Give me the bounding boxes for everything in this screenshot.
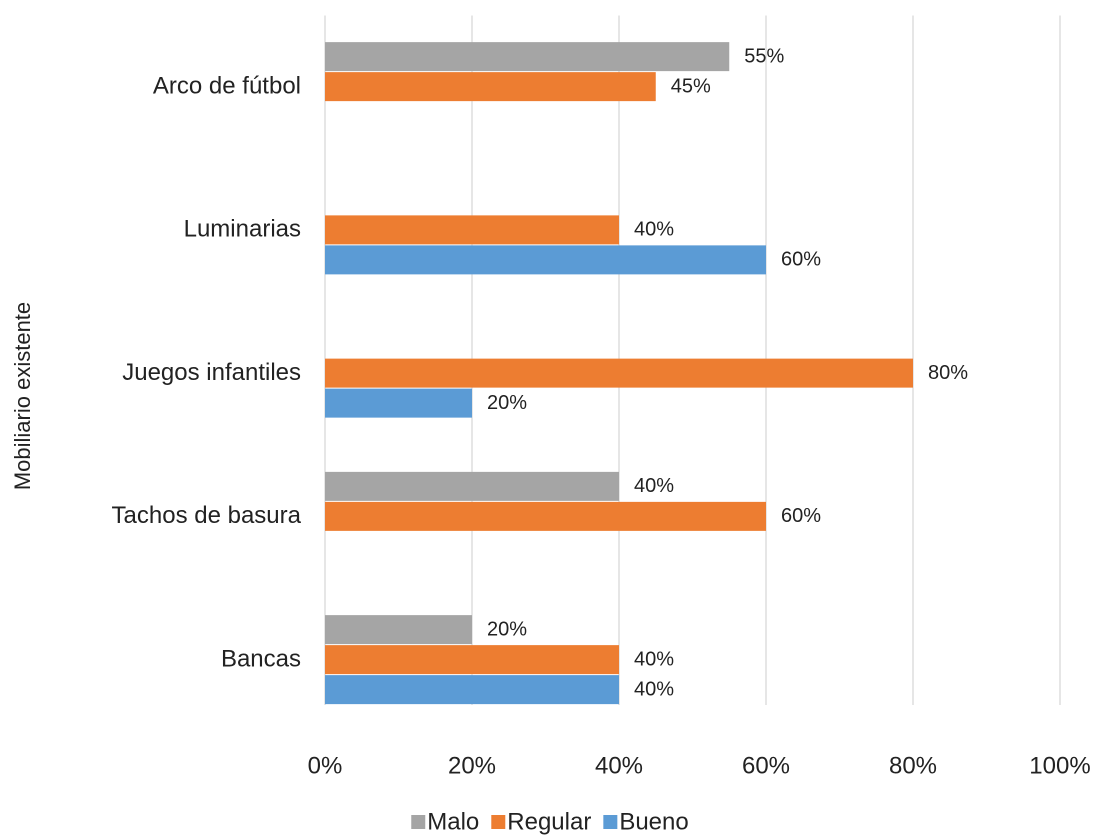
legend-label: Malo [427, 808, 479, 835]
legend-label: Regular [507, 808, 591, 835]
data-label: 40% [634, 475, 674, 497]
x-tick-label: 100% [1029, 752, 1090, 779]
bar [325, 471, 619, 501]
data-label: 55% [744, 45, 784, 67]
bar [325, 645, 619, 675]
y-tick-label: Juegos infantiles [122, 359, 301, 386]
y-tick-label: Arco de fútbol [153, 72, 301, 99]
legend-swatch [603, 815, 618, 829]
bar [325, 215, 619, 245]
bar [325, 42, 730, 72]
bar [325, 615, 472, 645]
data-label: 20% [487, 392, 527, 414]
data-label: 40% [634, 648, 674, 670]
data-label: 60% [781, 249, 821, 271]
bar [325, 245, 766, 275]
x-tick-label: 60% [742, 752, 790, 779]
bar [325, 675, 619, 705]
bar [325, 388, 472, 418]
data-label: 40% [634, 219, 674, 241]
x-tick-label: 40% [595, 752, 643, 779]
data-label: 45% [671, 75, 711, 97]
bar [325, 358, 913, 388]
x-tick-label: 20% [448, 752, 496, 779]
x-tick-label: 80% [889, 752, 937, 779]
legend-swatch [411, 815, 426, 829]
legend-label: Bueno [619, 808, 688, 835]
data-label: 80% [928, 362, 968, 384]
x-tick-label: 0% [308, 752, 343, 779]
data-label: 20% [487, 618, 527, 640]
data-label: 60% [781, 505, 821, 527]
y-tick-label: Luminarias [184, 216, 301, 243]
y-tick-label: Bancas [221, 645, 301, 672]
bar [325, 501, 766, 531]
y-axis-title: Mobiliario existente [10, 302, 35, 490]
y-tick-label: Tachos de basura [112, 502, 302, 529]
data-label: 40% [634, 678, 674, 700]
bar [325, 72, 656, 102]
legend-swatch [491, 815, 506, 829]
